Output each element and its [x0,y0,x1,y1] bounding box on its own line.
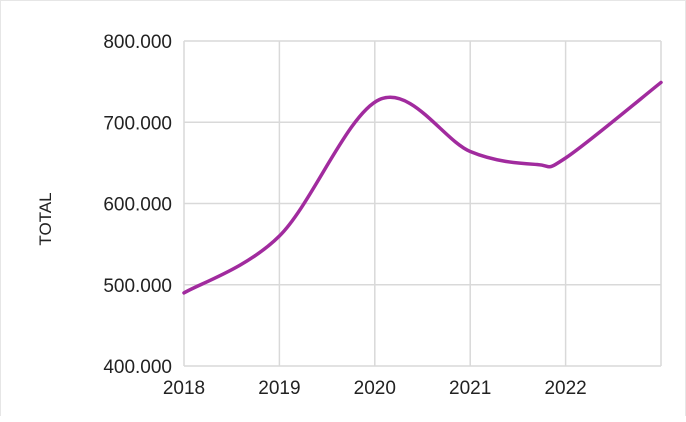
series-line [182,80,663,295]
axis-labels: 400.000 500.000 600.000 700.000 800.000 2018 2… [103,32,586,399]
x-tick-label: 2020 [354,378,396,399]
y-tick-label: 600.000 [103,195,172,216]
y-tick-label: 700.000 [103,113,172,134]
grid-lines [183,40,662,367]
x-tick-label: 2019 [258,378,300,399]
series-layer [182,80,663,295]
x-tick-label: 2018 [163,378,205,399]
y-tick-label: 400.000 [103,357,172,378]
x-tick-label: 2022 [544,378,586,399]
y-axis-title: TOTAL [36,192,55,245]
y-tick-label: 500.000 [103,276,172,297]
x-tick-label: 2021 [449,378,491,399]
y-tick-label: 800.000 [103,32,172,53]
